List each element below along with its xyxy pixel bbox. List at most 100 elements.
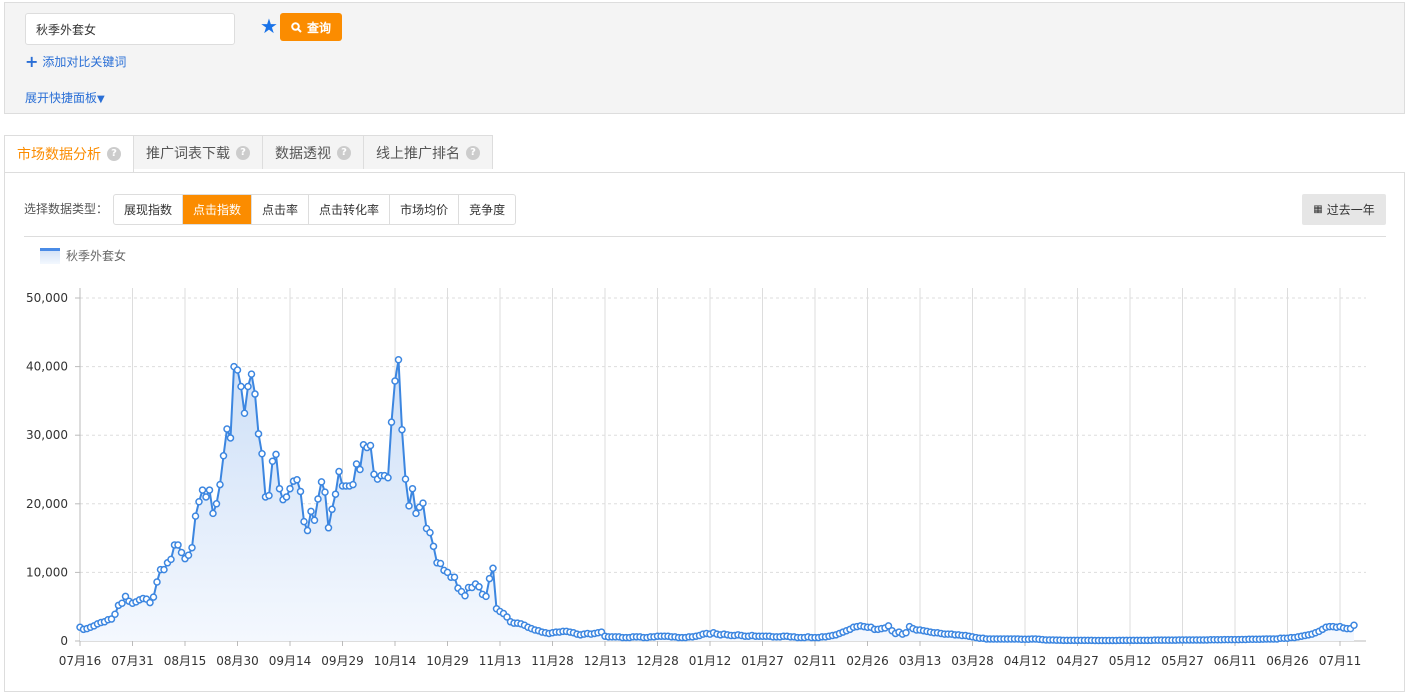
data-point	[405, 502, 413, 510]
data-point	[286, 484, 294, 493]
data-point	[398, 425, 406, 434]
query-button[interactable]: 查询	[280, 13, 342, 41]
help-icon[interactable]: ?	[466, 145, 480, 160]
data-type-selector: 展现指数 点击指数 点击率 点击转化率 市场均价 竞争度	[113, 194, 517, 225]
data-point	[370, 470, 378, 479]
data-point	[489, 564, 497, 573]
data-point	[429, 542, 438, 551]
tab-label: 数据透视	[275, 145, 331, 162]
data-type-label: 选择数据类型：	[24, 202, 109, 216]
type-competition[interactable]: 竞争度	[469, 203, 506, 217]
tab-online-ranking[interactable]: 线上推广排名?	[363, 135, 493, 169]
data-point	[160, 565, 168, 574]
type-conversion-rate[interactable]: 点击转化率	[309, 195, 391, 224]
y-tick-label: 50,000	[26, 291, 68, 305]
data-point	[331, 490, 340, 498]
data-point	[184, 551, 193, 559]
tab-data-pivot[interactable]: 数据透视?	[262, 135, 364, 169]
data-point	[219, 452, 228, 460]
x-tick-label: 04月27	[1056, 654, 1099, 668]
data-point	[251, 390, 259, 398]
tab-keyword-download[interactable]: 推广词表下载?	[133, 135, 263, 169]
data-point	[307, 507, 315, 516]
query-label: 查询	[306, 20, 331, 35]
data-point	[1350, 621, 1358, 629]
data-point	[317, 478, 326, 486]
legend-swatch	[40, 247, 60, 264]
data-point	[394, 355, 403, 364]
x-tick-label: 10月14	[374, 654, 417, 668]
data-point	[408, 484, 417, 493]
type-click-index[interactable]: 点击指数	[183, 195, 253, 224]
data-point	[177, 548, 186, 557]
data-point	[296, 487, 305, 496]
data-point	[503, 613, 511, 621]
data-point	[324, 524, 333, 532]
data-point	[174, 541, 182, 549]
type-ctr[interactable]: 点击率	[252, 195, 310, 224]
type-avg-price[interactable]: 市场均价	[390, 195, 460, 224]
type-impression-index[interactable]: 展现指数	[114, 195, 184, 224]
tab-market-analysis[interactable]: 市场数据分析?	[4, 135, 134, 172]
add-compare-keyword-link[interactable]: + 添加对比关键词	[25, 52, 126, 71]
data-point	[314, 495, 322, 503]
data-point	[335, 467, 343, 476]
data-point	[450, 573, 459, 581]
data-point	[107, 615, 116, 623]
favorite-star-icon[interactable]: ★	[260, 14, 278, 38]
data-point	[321, 488, 329, 496]
x-tick-label: 01月12	[689, 654, 732, 668]
x-tick-label: 03月28	[951, 654, 994, 668]
x-tick-label: 07月16	[59, 654, 102, 668]
expand-panel-label: 展开快捷面板	[25, 91, 98, 105]
help-icon[interactable]: ?	[236, 145, 250, 160]
data-point	[419, 499, 427, 507]
data-point	[303, 526, 312, 535]
date-range-button[interactable]: ▦ 过去一年	[1302, 194, 1386, 225]
series-area	[80, 359, 1354, 641]
data-point	[265, 491, 273, 500]
data-point	[118, 599, 126, 608]
x-tick-label: 03月13	[899, 654, 942, 668]
data-point	[212, 500, 221, 508]
data-point	[240, 409, 249, 417]
help-icon[interactable]: ?	[337, 145, 351, 160]
data-point	[436, 559, 445, 568]
data-point	[237, 382, 245, 391]
data-point	[443, 568, 452, 577]
data-point	[328, 505, 336, 514]
x-tick-label: 08月30	[216, 654, 259, 668]
x-tick-label: 09月29	[321, 654, 364, 668]
data-point	[216, 480, 224, 489]
data-point	[121, 592, 130, 601]
x-tick-label: 09月14	[269, 654, 312, 668]
data-point	[153, 578, 161, 586]
data-point	[223, 425, 231, 433]
data-point	[149, 593, 158, 601]
data-point	[293, 476, 301, 484]
x-tick-label: 11月13	[479, 654, 522, 668]
data-point	[272, 450, 280, 459]
chart-legend[interactable]: 秋季外套女	[40, 247, 126, 264]
data-point	[258, 449, 266, 458]
y-tick-label: 10,000	[26, 565, 68, 579]
keyword-search-input[interactable]	[25, 13, 235, 45]
data-point	[401, 475, 410, 483]
tab-label: 市场数据分析	[17, 147, 101, 163]
data-point	[384, 473, 392, 482]
data-point	[485, 574, 494, 583]
search-icon	[291, 21, 302, 33]
divider	[24, 236, 1386, 237]
x-tick-label: 01月27	[741, 654, 784, 668]
help-icon[interactable]: ?	[107, 147, 121, 161]
search-panel: ★ 查询 + 添加对比关键词 展开快捷面板▼	[4, 2, 1405, 114]
data-point	[412, 509, 420, 518]
data-point	[275, 484, 284, 493]
tab-label: 推广词表下载	[146, 145, 230, 162]
data-point	[461, 591, 469, 600]
data-point	[244, 382, 252, 391]
data-point	[268, 457, 277, 466]
expand-panel-link[interactable]: 展开快捷面板▼	[25, 89, 105, 106]
data-point	[191, 512, 200, 520]
x-tick-label: 12月13	[584, 654, 627, 668]
